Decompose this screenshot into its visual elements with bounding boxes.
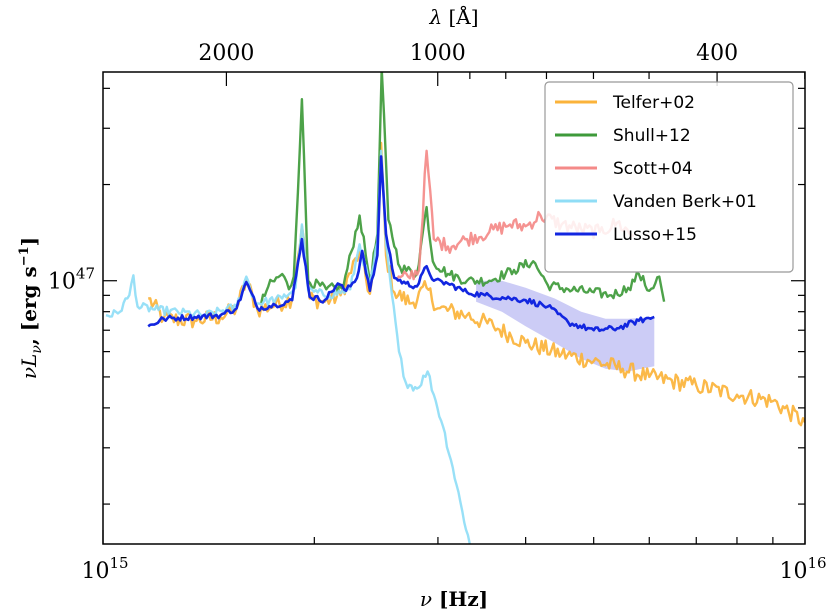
legend-label: Telfer+02 [612,93,695,113]
legend-label: Vanden Berk+01 [613,192,757,212]
error-band-layer [476,280,655,372]
error-band [476,280,655,372]
series-line-shull-12 [260,72,666,304]
legend-label: Shull+12 [613,126,691,146]
y-tick-label: 1047 [48,265,95,295]
top-tick-label: 1000 [410,41,466,66]
plot-frame [102,71,806,545]
top-tick-label: 2000 [198,41,254,66]
x-tick-label: 1015 [81,554,128,584]
x-axis-label: ν [Hz] [420,587,488,611]
y-axis-label: νLν, [erg s−1] [17,237,45,379]
series-line-lusso-15 [147,155,655,333]
labels-layer: 1015 1016 1047 2000 1000 400 [48,41,827,584]
legend-label: Scott+04 [613,159,693,179]
legend-label: Lusso+15 [613,225,697,245]
series-layer [105,72,805,544]
ticks-layer [102,72,806,544]
series-line-vanden-berk-01 [105,149,471,544]
top-axis-label: λ [Å] [428,4,478,29]
top-tick-label: 400 [696,41,738,66]
x-tick-label: 1016 [779,554,826,584]
legend: Telfer+02 Shull+12 Scott+04 Vanden Berk+01 L… [544,81,794,273]
legend-box [544,81,794,273]
